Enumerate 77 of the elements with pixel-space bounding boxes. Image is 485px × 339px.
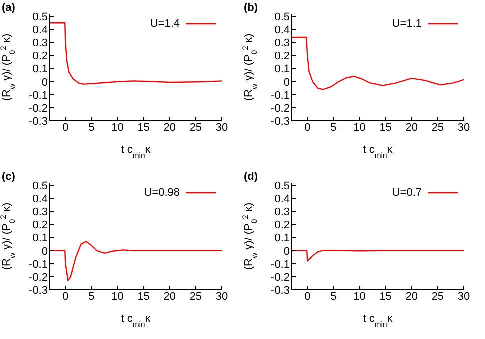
y-tick-label: 0.2 (274, 220, 290, 232)
x-tick-label: 10 (354, 122, 366, 134)
x-tick-label: 25 (190, 122, 202, 134)
x-axis-title: t c$_{min}$κ (121, 313, 152, 328)
x-tick-label: 30 (458, 122, 470, 134)
y-tick-label: 0 (42, 246, 48, 258)
y-tick-label: 0.2 (32, 50, 48, 63)
y-tick-label: -0.3 (29, 284, 48, 297)
line-series (292, 36, 464, 90)
x-tick-label: 20 (406, 122, 418, 134)
x-tick-label: 5 (88, 122, 95, 134)
x-tick-label: 15 (138, 122, 150, 134)
x-tick-label: 30 (216, 122, 228, 134)
chart-title: (a) (2, 2, 16, 14)
x-tick-label: 15 (380, 290, 392, 303)
x-tick-label: 10 (354, 290, 366, 303)
y-tick-label: -0.2 (271, 102, 290, 115)
y-tick-label: 0.3 (32, 38, 48, 50)
y-tick-label: -0.2 (29, 272, 48, 284)
y-tick-label: -0.1 (271, 258, 290, 271)
y-tick-label: -0.2 (271, 272, 290, 284)
x-tick-label: 20 (164, 290, 176, 303)
x-tick-label: 10 (112, 122, 124, 134)
y-tick-label: 0.3 (274, 206, 290, 219)
x-tick-label: 0 (62, 122, 69, 134)
x-axis-title: t c$_{min}$κ (363, 313, 394, 328)
y-tick-label: 0.1 (32, 64, 48, 76)
y-tick-label: 0 (42, 76, 48, 89)
y-tick-label: 0.5 (32, 12, 48, 24)
x-tick-label: 20 (406, 290, 418, 303)
legend-label: U=0.7 (392, 187, 422, 199)
y-tick-label: -0.3 (29, 116, 48, 128)
x-axis-title: t c$_{min}$κ (363, 144, 394, 160)
y-tick-label: 0.1 (274, 64, 290, 76)
y-tick-label: 0.1 (32, 232, 48, 245)
y-tick-label: 0 (284, 76, 290, 89)
y-tick-label: -0.1 (29, 258, 48, 271)
x-tick-label: 15 (138, 290, 150, 303)
y-tick-label: -0.1 (29, 90, 48, 102)
x-tick-label: 0 (304, 122, 311, 134)
x-tick-label: 30 (458, 290, 470, 303)
legend-label: U=1.4 (150, 18, 180, 30)
chart-title: (b) (244, 2, 258, 14)
y-tick-label: -0.2 (29, 102, 48, 115)
x-tick-label: 25 (432, 290, 444, 303)
y-tick-label: -0.3 (271, 116, 290, 128)
y-tick-label: 0.2 (274, 50, 290, 63)
y-tick-label: 0.2 (32, 220, 48, 232)
chart-title: (d) (244, 171, 258, 183)
x-tick-label: 0 (62, 290, 69, 303)
y-tick-label: 0.4 (274, 194, 290, 206)
y-tick-label: 0.3 (32, 206, 48, 219)
y-tick-label: -0.1 (271, 90, 290, 102)
y-tick-label: 0.4 (274, 24, 290, 37)
x-tick-label: 10 (112, 290, 124, 303)
y-tick-label: 0.3 (274, 38, 290, 50)
y-tick-label: 0.5 (274, 12, 290, 24)
y-tick-label: 0.5 (32, 180, 48, 193)
legend-label: U=1.1 (392, 18, 422, 30)
y-tick-label: 0.4 (32, 194, 48, 206)
y-tick-label: 0.1 (274, 232, 290, 245)
x-tick-label: 0 (304, 290, 311, 303)
x-tick-label: 5 (330, 290, 337, 303)
x-axis-title: t c$_{min}$κ (121, 144, 152, 160)
y-tick-label: -0.3 (271, 284, 290, 297)
chart-title: (c) (2, 171, 16, 183)
y-tick-label: 0.4 (32, 24, 48, 37)
y-tick-label: 0 (284, 246, 290, 258)
x-tick-label: 30 (216, 290, 228, 303)
x-tick-label: 25 (432, 122, 444, 134)
x-tick-label: 15 (380, 122, 392, 134)
x-tick-label: 25 (190, 290, 202, 303)
y-tick-label: 0.5 (274, 180, 290, 193)
legend-label: U=0.98 (144, 187, 180, 199)
x-tick-label: 5 (330, 122, 337, 134)
x-tick-label: 5 (88, 290, 95, 303)
x-tick-label: 20 (164, 122, 176, 134)
